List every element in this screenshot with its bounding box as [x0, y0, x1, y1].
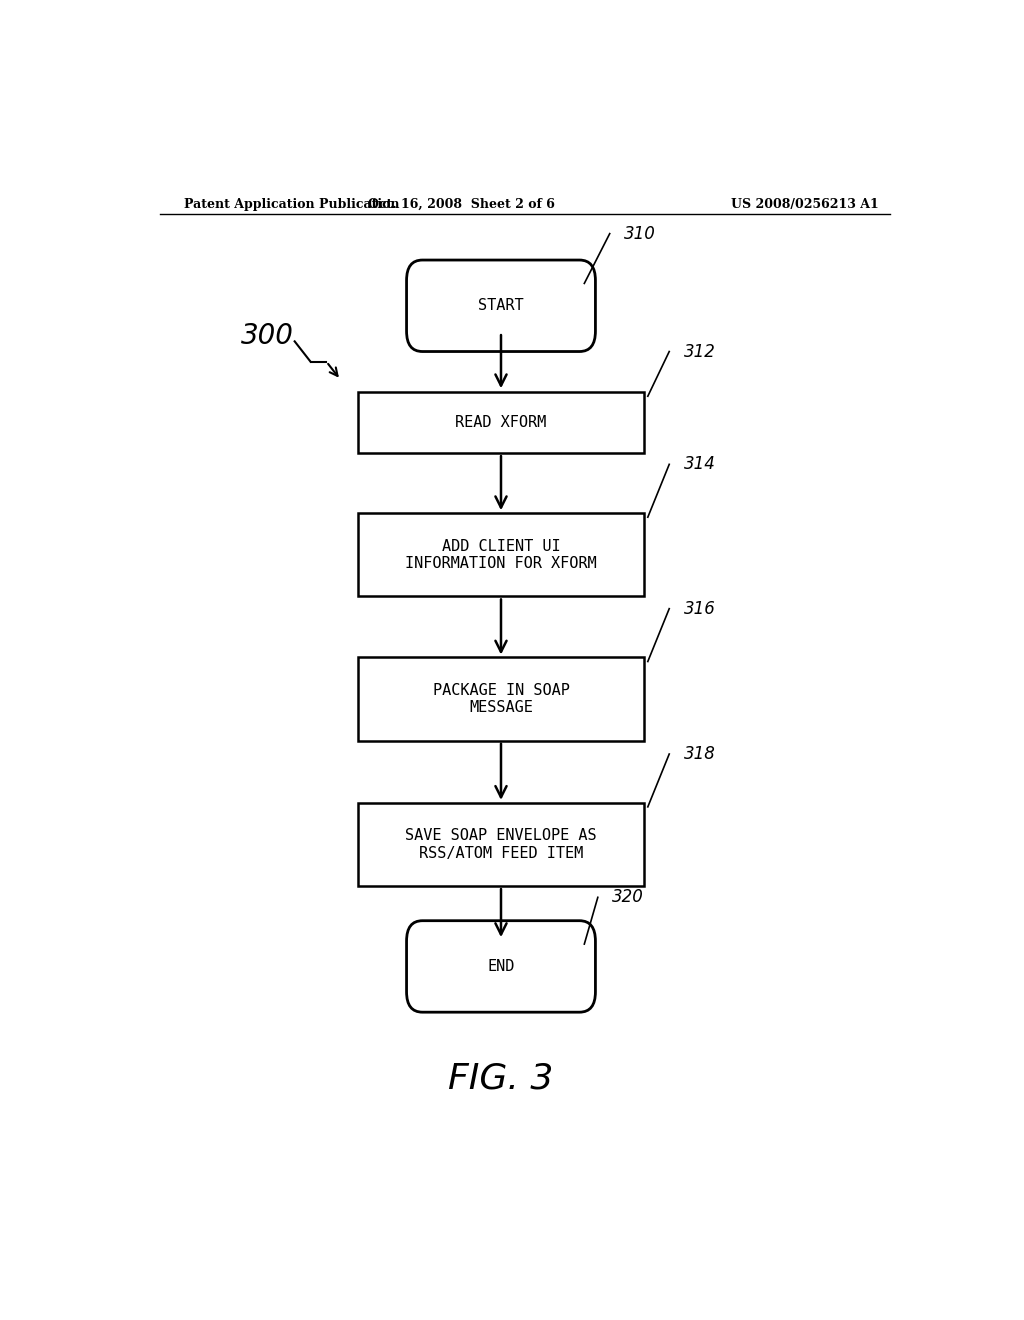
Bar [358, 657, 644, 741]
Text: READ XFORM: READ XFORM [456, 416, 547, 430]
Text: Oct. 16, 2008  Sheet 2 of 6: Oct. 16, 2008 Sheet 2 of 6 [368, 198, 555, 211]
Text: 316: 316 [684, 599, 716, 618]
Bar [358, 392, 644, 453]
FancyBboxPatch shape [407, 921, 595, 1012]
Text: 320: 320 [612, 888, 644, 907]
Text: FIG. 3: FIG. 3 [449, 1061, 554, 1096]
Text: SAVE SOAP ENVELOPE AS
RSS/ATOM FEED ITEM: SAVE SOAP ENVELOPE AS RSS/ATOM FEED ITEM [406, 828, 597, 861]
Text: ADD CLIENT UI
INFORMATION FOR XFORM: ADD CLIENT UI INFORMATION FOR XFORM [406, 539, 597, 572]
Text: 318: 318 [684, 744, 716, 763]
Text: Patent Application Publication: Patent Application Publication [183, 198, 399, 211]
Text: 312: 312 [684, 342, 716, 360]
Text: US 2008/0256213 A1: US 2008/0256213 A1 [731, 198, 879, 211]
Bar [358, 513, 644, 597]
Text: END: END [487, 958, 515, 974]
Text: 300: 300 [241, 322, 293, 350]
Text: START: START [478, 298, 524, 313]
Text: PACKAGE IN SOAP
MESSAGE: PACKAGE IN SOAP MESSAGE [432, 682, 569, 715]
Text: 314: 314 [684, 455, 716, 474]
Bar [358, 803, 644, 886]
FancyBboxPatch shape [407, 260, 595, 351]
Text: 310: 310 [624, 224, 656, 243]
